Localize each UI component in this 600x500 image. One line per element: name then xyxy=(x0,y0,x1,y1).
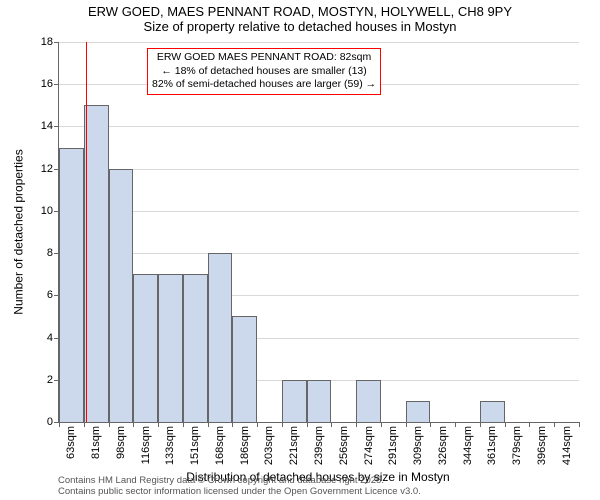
annotation-box: ERW GOED MAES PENNANT ROAD: 82sqm ← 18% … xyxy=(147,48,381,95)
y-tick-label: 6 xyxy=(47,289,59,301)
x-tick-mark xyxy=(158,422,159,427)
x-tick-label: 274sqm xyxy=(363,426,375,465)
chart-container: ERW GOED, MAES PENNANT ROAD, MOSTYN, HOL… xyxy=(0,0,600,500)
y-tick-label: 14 xyxy=(41,120,59,132)
histogram-bar xyxy=(208,253,233,422)
histogram-bar xyxy=(158,274,183,422)
x-tick-mark xyxy=(356,422,357,427)
x-tick-label: 344sqm xyxy=(462,426,474,465)
gridline xyxy=(59,169,579,170)
x-tick-mark xyxy=(109,422,110,427)
annotation-line3: 82% of semi-detached houses are larger (… xyxy=(152,78,376,92)
histogram-bar xyxy=(232,316,257,422)
x-tick-label: 168sqm xyxy=(214,426,226,465)
x-tick-mark xyxy=(455,422,456,427)
y-tick-label: 8 xyxy=(47,247,59,259)
y-tick-label: 18 xyxy=(41,36,59,48)
x-tick-mark xyxy=(579,422,580,427)
x-tick-label: 81sqm xyxy=(90,426,102,459)
x-tick-mark xyxy=(331,422,332,427)
footer-attribution: Contains HM Land Registry data © Crown c… xyxy=(58,476,421,498)
x-tick-mark xyxy=(430,422,431,427)
x-tick-label: 309sqm xyxy=(412,426,424,465)
x-tick-mark xyxy=(257,422,258,427)
x-tick-label: 379sqm xyxy=(511,426,523,465)
y-tick-label: 0 xyxy=(47,416,59,428)
x-tick-label: 256sqm xyxy=(338,426,350,465)
x-tick-mark xyxy=(84,422,85,427)
x-tick-label: 116sqm xyxy=(140,426,152,464)
histogram-bar xyxy=(282,380,307,422)
x-tick-label: 239sqm xyxy=(313,426,325,465)
x-tick-label: 291sqm xyxy=(387,426,399,465)
reference-line xyxy=(86,42,87,422)
chart-title-line2: Size of property relative to detached ho… xyxy=(0,19,600,34)
x-tick-label: 203sqm xyxy=(263,426,275,465)
gridline xyxy=(59,253,579,254)
x-tick-label: 414sqm xyxy=(561,426,573,465)
x-tick-mark xyxy=(381,422,382,427)
x-tick-mark xyxy=(133,422,134,427)
x-tick-label: 186sqm xyxy=(239,426,251,465)
x-tick-mark xyxy=(282,422,283,427)
x-tick-label: 326sqm xyxy=(437,426,449,465)
histogram-bar xyxy=(356,380,381,422)
x-tick-mark xyxy=(505,422,506,427)
x-tick-mark xyxy=(183,422,184,427)
gridline xyxy=(59,211,579,212)
gridline xyxy=(59,126,579,127)
x-tick-label: 396sqm xyxy=(536,426,548,465)
y-tick-label: 12 xyxy=(41,163,59,175)
y-axis-label: Number of detached properties xyxy=(12,42,26,422)
x-tick-mark xyxy=(307,422,308,427)
chart-title-block: ERW GOED, MAES PENNANT ROAD, MOSTYN, HOL… xyxy=(0,4,600,34)
annotation-line2: ← 18% of detached houses are smaller (13… xyxy=(152,65,376,79)
histogram-bar xyxy=(84,105,109,422)
x-tick-mark xyxy=(208,422,209,427)
y-tick-label: 2 xyxy=(47,374,59,386)
x-tick-mark xyxy=(480,422,481,427)
chart-title-line1: ERW GOED, MAES PENNANT ROAD, MOSTYN, HOL… xyxy=(0,4,600,19)
x-tick-mark xyxy=(406,422,407,427)
x-tick-mark xyxy=(59,422,60,427)
gridline xyxy=(59,42,579,43)
y-tick-label: 16 xyxy=(41,78,59,90)
histogram-bar xyxy=(183,274,208,422)
x-tick-label: 221sqm xyxy=(288,426,300,465)
annotation-line1: ERW GOED MAES PENNANT ROAD: 82sqm xyxy=(152,51,376,65)
x-tick-label: 361sqm xyxy=(486,426,498,465)
histogram-bar xyxy=(133,274,158,422)
x-tick-label: 98sqm xyxy=(115,426,127,459)
x-tick-mark xyxy=(529,422,530,427)
x-tick-label: 63sqm xyxy=(65,426,77,459)
plot-area: 02468101214161863sqm81sqm98sqm116sqm133s… xyxy=(58,42,579,423)
x-tick-mark xyxy=(554,422,555,427)
y-axis-label-text: Number of detached properties xyxy=(12,149,26,314)
y-tick-label: 10 xyxy=(41,205,59,217)
x-tick-label: 151sqm xyxy=(189,426,201,465)
x-tick-label: 133sqm xyxy=(164,426,176,465)
histogram-bar xyxy=(59,148,84,422)
x-tick-mark xyxy=(232,422,233,427)
y-tick-label: 4 xyxy=(47,332,59,344)
histogram-bar xyxy=(307,380,332,422)
histogram-bar xyxy=(480,401,505,422)
footer-line2: Contains public sector information licen… xyxy=(58,487,421,498)
histogram-bar xyxy=(109,169,134,422)
histogram-bar xyxy=(406,401,431,422)
